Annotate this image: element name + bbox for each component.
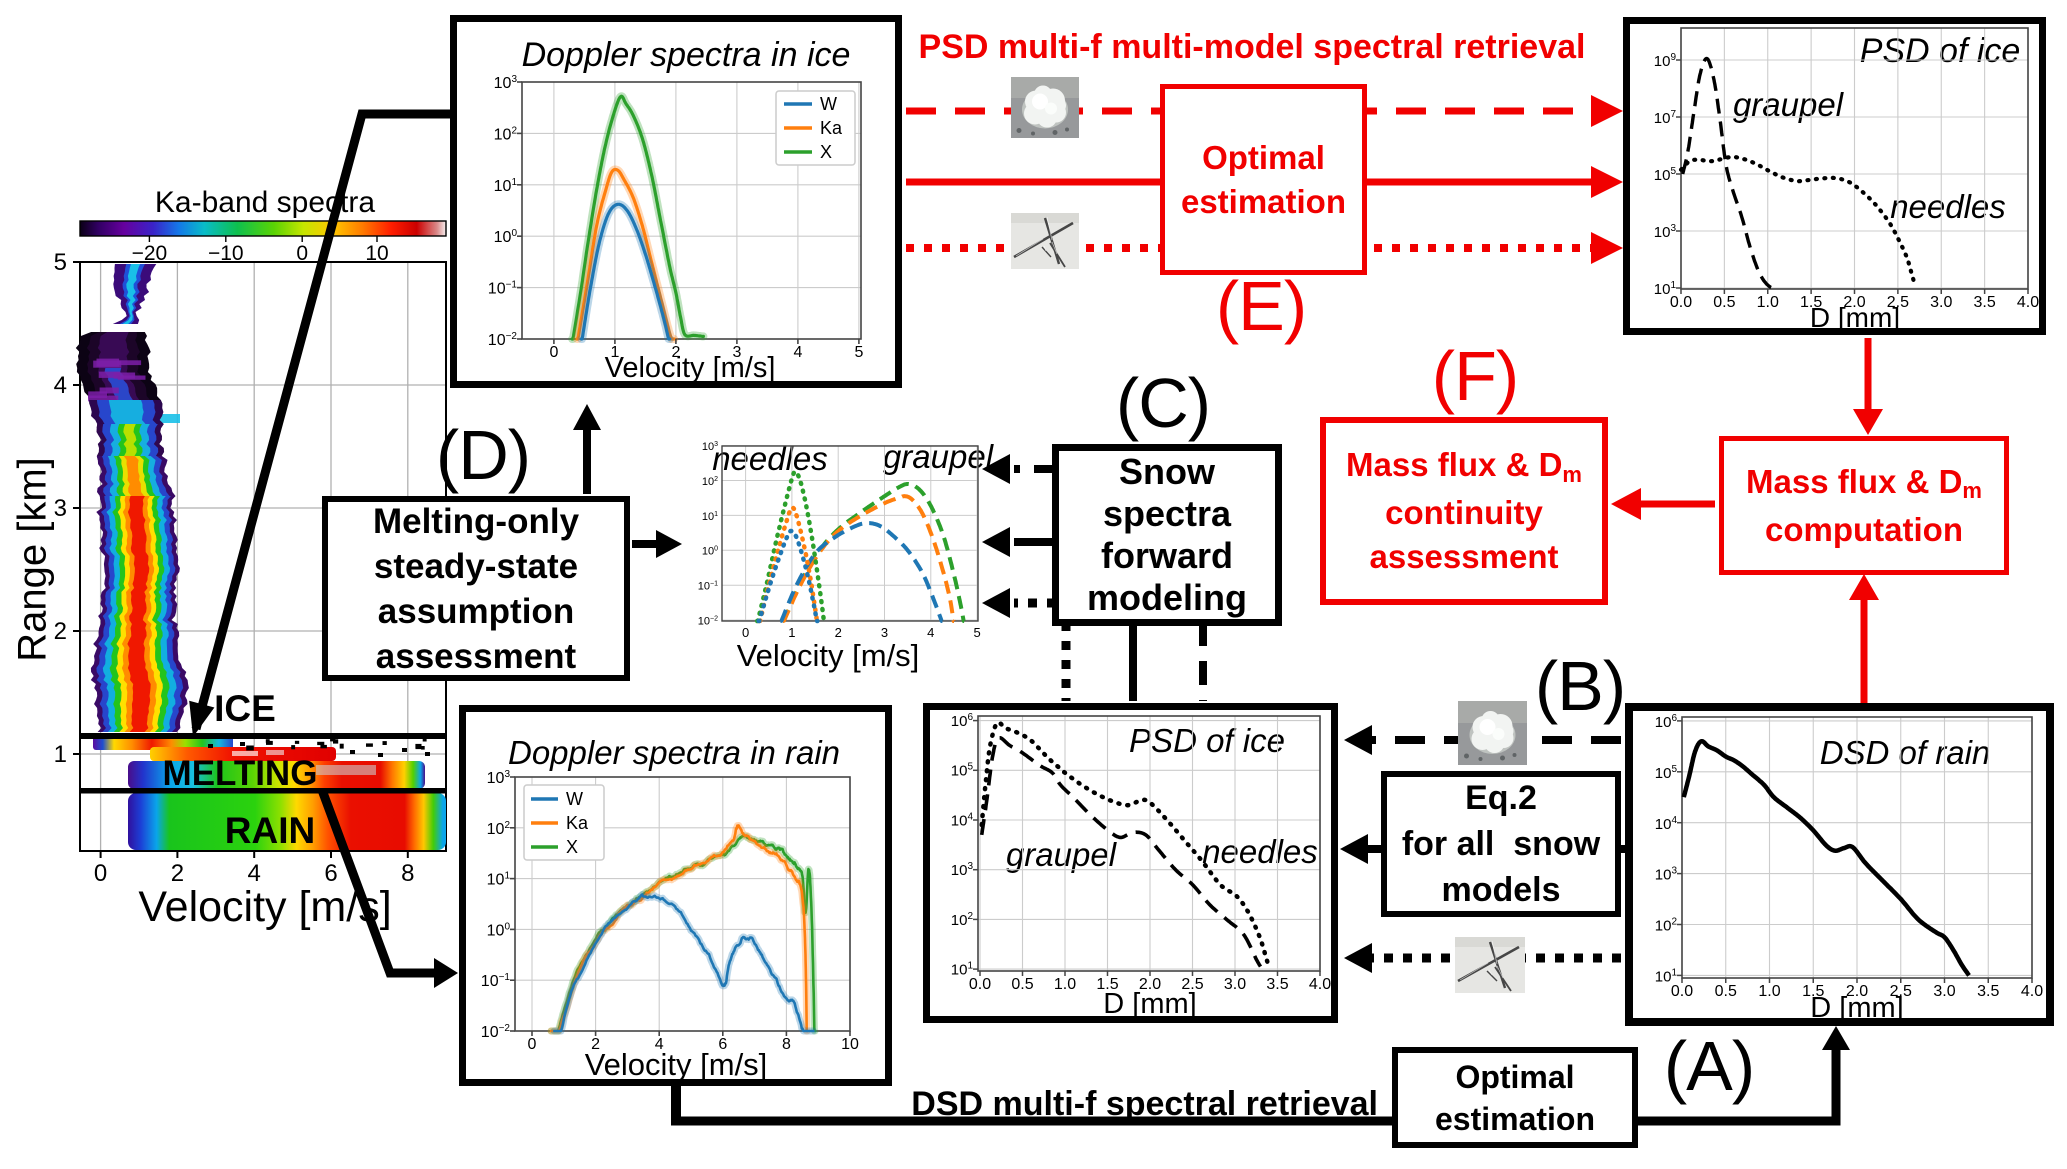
svg-text:−10: −10: [208, 242, 244, 265]
svg-text:5: 5: [54, 249, 67, 276]
svg-text:10−2: 10−2: [698, 616, 718, 628]
svg-text:5: 5: [973, 625, 980, 640]
svg-text:−20: −20: [132, 242, 168, 265]
svg-text:100: 100: [702, 546, 718, 558]
svg-text:4: 4: [54, 372, 67, 399]
svg-text:3: 3: [54, 495, 67, 522]
svg-text:0: 0: [296, 242, 308, 265]
svg-text:4: 4: [927, 625, 934, 640]
svg-text:101: 101: [702, 511, 718, 523]
svg-text:1: 1: [54, 741, 67, 768]
svg-text:2: 2: [54, 618, 67, 645]
svg-text:10−1: 10−1: [698, 581, 718, 593]
svg-text:10: 10: [365, 242, 388, 265]
